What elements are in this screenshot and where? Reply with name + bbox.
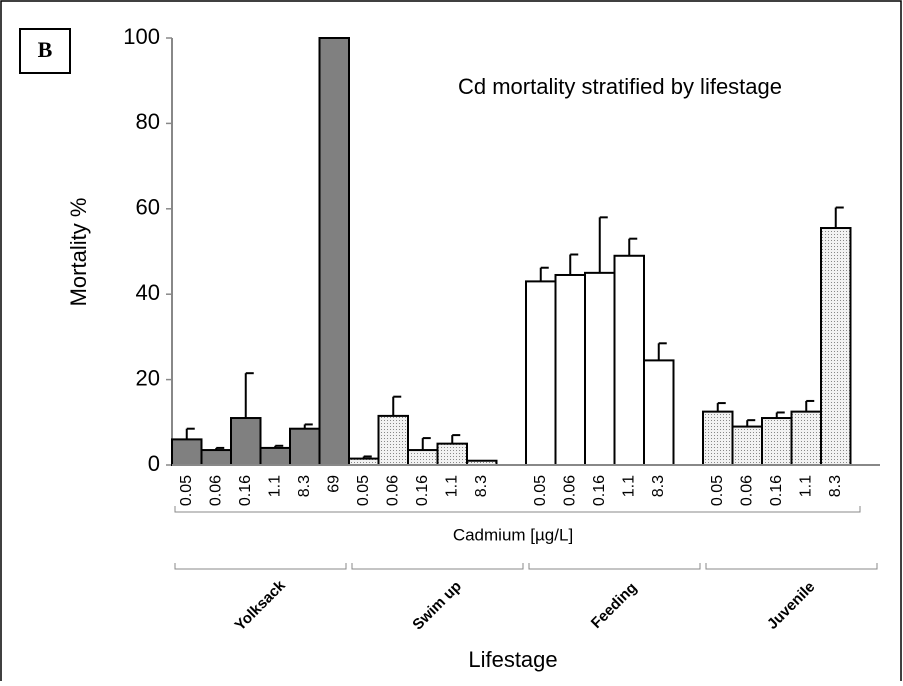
x-tick-label: 8.3 <box>296 475 313 497</box>
y-tick-label: 40 <box>136 280 160 305</box>
x-tick-label: 1.1 <box>443 475 460 497</box>
x-tick-label: 0.06 <box>384 475 401 506</box>
bar <box>407 449 439 466</box>
x-bracket <box>174 506 861 513</box>
x-tick-label: 69 <box>325 475 342 493</box>
x-tick-label: 1.1 <box>797 475 814 497</box>
bar <box>761 417 793 466</box>
bar <box>820 227 852 466</box>
bar <box>171 438 203 467</box>
y-tick-label: 100 <box>123 24 160 49</box>
bar <box>525 280 557 467</box>
bar <box>613 254 645 466</box>
panel-box <box>19 28 71 74</box>
x-tick-label: 0.05 <box>709 475 726 506</box>
y-tick-label: 0 <box>148 451 160 476</box>
group-label: Yolksack <box>232 577 290 635</box>
bar <box>200 449 232 466</box>
x-tick-label: 8.3 <box>650 475 667 497</box>
group-label: Feeding <box>588 579 641 632</box>
y-axis-label: Mortality % <box>66 198 91 307</box>
x-tick-label: 8.3 <box>473 475 490 497</box>
x-axis-label: Cadmium [µg/L] <box>453 525 573 544</box>
bar <box>436 442 468 466</box>
y-tick-label: 80 <box>136 109 160 134</box>
x-tick-label: 0.16 <box>591 475 608 506</box>
y-tick-label: 20 <box>136 365 160 390</box>
x-tick-label: 0.06 <box>738 475 755 506</box>
bar <box>318 37 350 466</box>
bar <box>702 410 734 466</box>
bar <box>643 359 675 467</box>
group-bracket <box>705 563 878 570</box>
group-label: Juvenile <box>764 578 818 632</box>
group-bracket <box>351 563 524 570</box>
x-tick-label: 1.1 <box>266 475 283 497</box>
x-tick-label: 0.06 <box>561 475 578 506</box>
x-tick-label: 0.06 <box>207 475 224 506</box>
x-tick-label: 0.05 <box>532 475 549 506</box>
x-tick-label: 0.16 <box>414 475 431 506</box>
group-bracket <box>174 563 347 570</box>
group-label: Swim up <box>409 578 465 634</box>
bar <box>554 273 586 466</box>
y-tick-label: 60 <box>136 195 160 220</box>
x-tick-label: 0.16 <box>768 475 785 506</box>
bar <box>289 427 321 466</box>
bar <box>731 425 763 467</box>
x-tick-label: 8.3 <box>827 475 844 497</box>
x-tick-label: 0.05 <box>178 475 195 506</box>
group-bracket <box>528 563 701 570</box>
bar <box>230 417 262 466</box>
x-tick-label: 0.05 <box>355 475 372 506</box>
group-axis-label: Lifestage <box>468 647 557 672</box>
chart-title: Cd mortality stratified by lifestage <box>458 74 782 99</box>
x-tick-label: 0.16 <box>237 475 254 506</box>
bar <box>377 414 409 466</box>
panel-label: B <box>38 37 53 62</box>
bar <box>584 271 616 466</box>
x-tick-label: 1.1 <box>620 475 637 497</box>
bar <box>259 446 291 467</box>
bar <box>790 410 822 466</box>
